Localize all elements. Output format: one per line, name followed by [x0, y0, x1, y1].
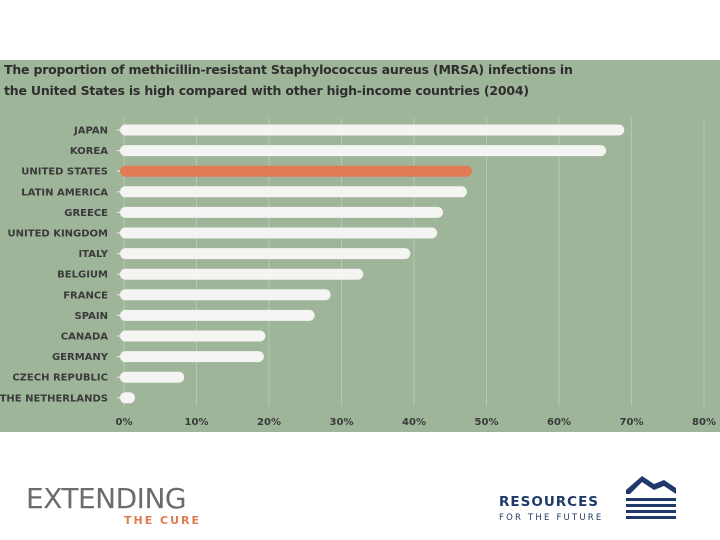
bar-spain — [120, 309, 315, 321]
bar-united-kingdom — [120, 227, 438, 239]
bar-japan — [120, 124, 625, 136]
rff-building-icon — [626, 476, 676, 519]
x-tick-label: 20% — [257, 417, 281, 428]
bar-korea — [120, 145, 607, 157]
x-tick-label: 50% — [475, 417, 499, 428]
rff-logo-text-resources: RESOURCES — [499, 494, 600, 510]
bar-united-states — [120, 165, 472, 177]
x-tick-label: 70% — [620, 417, 644, 428]
bar-the-netherlands — [120, 392, 135, 404]
x-tick-label: 30% — [330, 417, 354, 428]
category-label: LATIN AMERICA — [21, 187, 108, 198]
bar-greece — [120, 206, 443, 218]
bar-belgium — [120, 268, 364, 280]
category-label: CZECH REPUBLIC — [12, 373, 108, 384]
bar-france — [120, 289, 331, 301]
category-label: THE NETHERLANDS — [0, 393, 108, 404]
bar-germany — [120, 351, 264, 363]
category-label: BELGIUM — [57, 270, 108, 281]
category-label: JAPAN — [73, 126, 108, 137]
rff-logo-text-future: FOR THE FUTURE — [499, 513, 604, 523]
resources-for-the-future-logo: RESOURCES FOR THE FUTURE — [496, 474, 696, 526]
x-tick-label: 40% — [402, 417, 426, 428]
x-tick-label: 0% — [116, 417, 133, 428]
chart-title-line-1: The proportion of methicillin-resistant … — [4, 62, 573, 77]
category-label: KOREA — [70, 146, 108, 157]
bar-italy — [120, 248, 411, 260]
x-tick-label: 10% — [185, 417, 209, 428]
category-label: GERMANY — [52, 352, 109, 363]
bar-czech-republic — [120, 371, 185, 383]
x-tick-label: 80% — [692, 417, 716, 428]
chart-title-line-2: the United States is high compared with … — [4, 83, 529, 98]
category-label: UNITED STATES — [21, 167, 108, 178]
category-label: ITALY — [78, 249, 108, 260]
category-label: SPAIN — [75, 311, 108, 322]
extending-the-cure-logo: EXTENDING THE CURE — [26, 482, 226, 532]
category-label: CANADA — [61, 332, 108, 343]
bar-canada — [120, 330, 266, 342]
bar-latin-america — [120, 186, 467, 198]
category-label: UNITED KINGDOM — [8, 229, 108, 240]
extending-logo-text: EXTENDING — [26, 482, 187, 515]
the-cure-logo-text: THE CURE — [124, 514, 202, 527]
x-tick-label: 60% — [547, 417, 571, 428]
category-label: FRANCE — [63, 290, 108, 301]
chart-panel — [0, 60, 720, 432]
category-label: GREECE — [64, 208, 108, 219]
